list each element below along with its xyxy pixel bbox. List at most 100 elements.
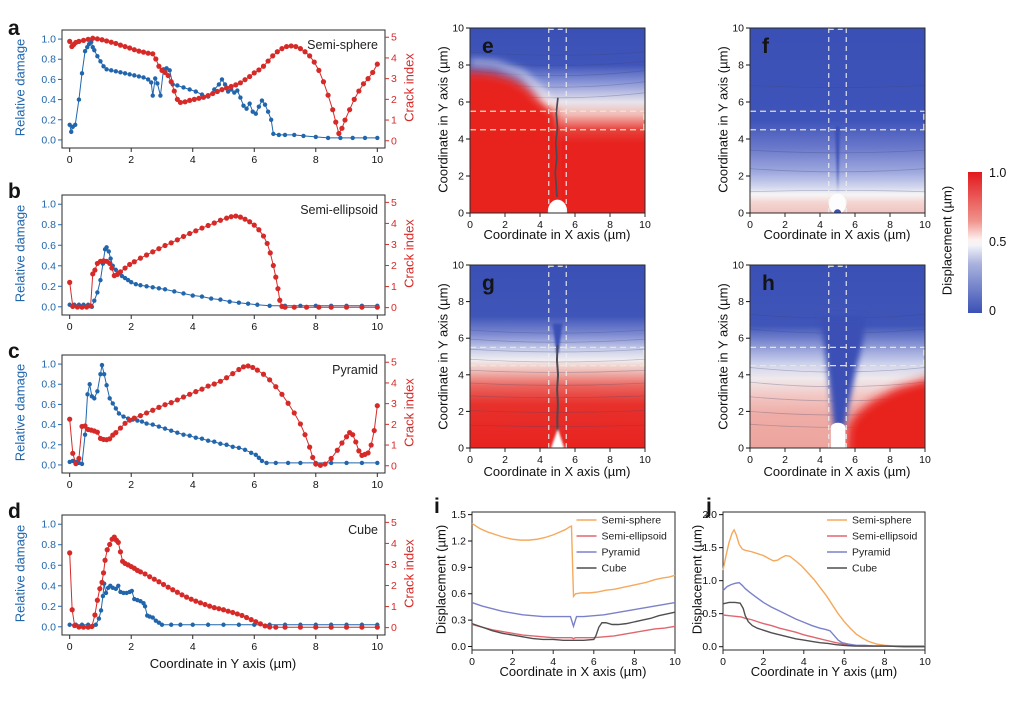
- colorbar: [968, 172, 982, 313]
- svg-text:0: 0: [469, 656, 475, 668]
- svg-text:6: 6: [591, 656, 597, 668]
- panel-e-ylabel: Coordinate in Y axis (µm): [435, 46, 451, 193]
- svg-text:6: 6: [738, 97, 744, 109]
- svg-text:2: 2: [128, 154, 134, 166]
- svg-text:1.0: 1.0: [41, 34, 56, 46]
- svg-text:0.4: 0.4: [41, 580, 56, 592]
- plot-frame: [469, 264, 646, 449]
- svg-text:0.5: 0.5: [702, 608, 717, 620]
- svg-text:5: 5: [391, 517, 397, 529]
- svg-text:2: 2: [502, 219, 508, 231]
- svg-text:10: 10: [732, 23, 744, 35]
- panel-f-ylabel: Coordinate in Y axis (µm): [715, 46, 731, 193]
- svg-text:0.0: 0.0: [451, 641, 466, 653]
- svg-text:0.2: 0.2: [41, 601, 56, 613]
- svg-text:0: 0: [391, 135, 397, 147]
- svg-text:10: 10: [639, 219, 651, 231]
- svg-text:1.5: 1.5: [702, 542, 717, 554]
- svg-text:8: 8: [607, 219, 613, 231]
- panel-b-series-crack-index: [67, 213, 380, 310]
- svg-text:10: 10: [669, 656, 681, 668]
- svg-text:10: 10: [371, 321, 383, 333]
- svg-text:0.8: 0.8: [41, 539, 56, 551]
- panel-g: 0 2 4 6 8 10 0 2 4 6 8 10: [452, 260, 651, 467]
- panel-j: 0 2 4 6 8 10 0.0 0.5 1.0 1.5 2.0 Semi-sphere Semi-el…: [702, 509, 931, 668]
- panel-i-xlabel: Coordinate in X axis (µm): [499, 664, 647, 679]
- svg-text:0.6: 0.6: [41, 74, 56, 86]
- legend-label-semi-sphere: Semi-sphere: [852, 515, 912, 527]
- svg-text:2: 2: [782, 454, 788, 466]
- svg-text:8: 8: [887, 219, 893, 231]
- legend-label-semi-ellipsoid: Semi-ellipsoid: [852, 531, 918, 543]
- svg-text:0.2: 0.2: [41, 114, 56, 126]
- svg-text:0: 0: [67, 321, 73, 333]
- svg-text:3: 3: [391, 239, 397, 251]
- svg-text:8: 8: [458, 60, 464, 72]
- svg-text:5: 5: [391, 197, 397, 209]
- svg-text:4: 4: [817, 454, 823, 466]
- colorbar-gradient: [968, 172, 982, 313]
- svg-text:0: 0: [458, 208, 464, 220]
- crack-line: [555, 344, 560, 433]
- svg-text:0: 0: [67, 154, 73, 166]
- svg-text:2: 2: [458, 406, 464, 418]
- panel-c-series-crack-index: [67, 363, 380, 468]
- plot-frame: [61, 194, 386, 316]
- panel-h-ylabel: Coordinate in Y axis (µm): [715, 283, 731, 430]
- svg-text:0.0: 0.0: [41, 621, 56, 633]
- svg-text:6: 6: [251, 154, 257, 166]
- panel-f: 0 2 4 6 8 10 0 2 4 6 8 10: [732, 23, 931, 232]
- panel-j-letter: j: [706, 495, 712, 518]
- panel-g-field: [470, 265, 645, 448]
- svg-text:2: 2: [738, 171, 744, 183]
- panel-a-series-crack-index: [67, 35, 380, 137]
- svg-text:0.8: 0.8: [41, 379, 56, 391]
- svg-text:0.6: 0.6: [41, 240, 56, 252]
- legend-label-pyramid: Pyramid: [602, 547, 641, 559]
- svg-text:6: 6: [458, 333, 464, 345]
- svg-text:10: 10: [371, 479, 383, 491]
- svg-text:10: 10: [919, 656, 931, 668]
- svg-text:6: 6: [572, 454, 578, 466]
- plot-frame: [61, 354, 386, 474]
- panel-d-ylabel-right: Crack index: [401, 539, 417, 608]
- panel-c-series-relative-damage: [67, 362, 380, 467]
- inclusion-blob: [834, 209, 841, 213]
- svg-text:4: 4: [537, 219, 543, 231]
- legend-label-cube: Cube: [852, 563, 877, 575]
- svg-text:4: 4: [817, 219, 823, 231]
- svg-text:0.4: 0.4: [41, 419, 56, 431]
- svg-text:0.4: 0.4: [41, 94, 56, 106]
- panel-e-letter: e: [482, 35, 494, 58]
- panel-i-series-semi-sphere: [471, 522, 676, 599]
- svg-text:0: 0: [391, 622, 397, 634]
- panel-j-xlabel: Coordinate in Y axis (µm): [750, 664, 898, 679]
- svg-text:2: 2: [391, 94, 397, 106]
- svg-text:4: 4: [190, 641, 196, 653]
- colorbar-tick-max: 1.0: [989, 166, 1007, 180]
- svg-text:1: 1: [391, 601, 397, 613]
- panel-b: 0 2 4 6 8 10 0.0 0.2 0.4 0.6 0.8 1.0 0 1 2 3 4 5: [41, 194, 397, 333]
- svg-text:10: 10: [919, 219, 931, 231]
- svg-text:0.2: 0.2: [41, 281, 56, 293]
- inclusion-blob: [830, 422, 846, 433]
- panel-c: 0 2 4 6 8 10 0.0 0.2 0.4 0.6 0.8 1.0 0 1 2 3 4 5: [41, 354, 397, 491]
- panel-a: 0 2 4 6 8 10 0.0 0.2 0.4 0.6 0.8 1.0 0 1 2 3 4 5: [41, 29, 397, 166]
- panel-e-xlabel: Coordinate in X axis (µm): [483, 227, 631, 242]
- svg-text:10: 10: [732, 260, 744, 272]
- svg-text:1.0: 1.0: [702, 575, 717, 587]
- svg-text:4: 4: [391, 218, 397, 230]
- svg-text:4: 4: [391, 377, 397, 389]
- svg-text:10: 10: [452, 260, 464, 272]
- svg-text:0.0: 0.0: [41, 459, 56, 471]
- legend-label-pyramid: Pyramid: [852, 547, 891, 559]
- svg-text:3: 3: [391, 398, 397, 410]
- svg-text:8: 8: [607, 454, 613, 466]
- panel-d: 0 2 4 6 8 10 0.0 0.2 0.4 0.6 0.8 1.0 0 1 2 3 4 5: [41, 514, 397, 653]
- svg-text:4: 4: [190, 321, 196, 333]
- svg-text:0.9: 0.9: [451, 562, 466, 574]
- panel-i-series-pyramid: [471, 601, 676, 629]
- panel-j-series-semi-ellipsoid: [722, 614, 925, 648]
- svg-text:4: 4: [391, 52, 397, 64]
